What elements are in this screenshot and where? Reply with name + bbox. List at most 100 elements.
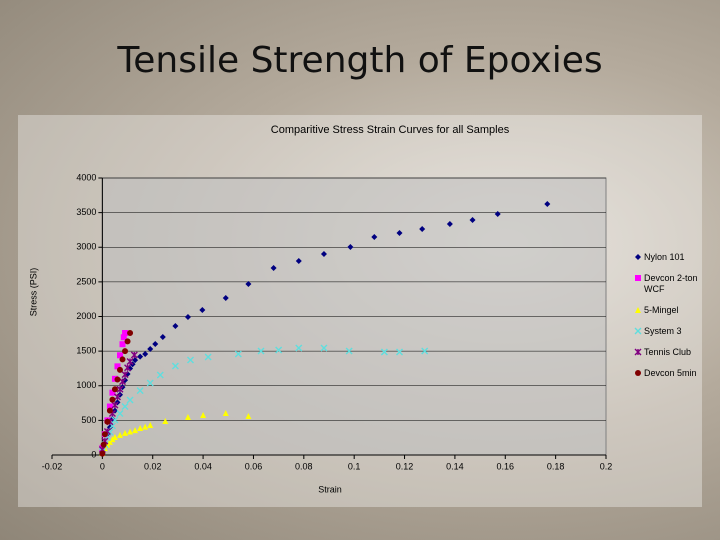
data-point bbox=[147, 346, 154, 353]
data-point bbox=[106, 403, 113, 410]
data-point bbox=[136, 387, 144, 395]
data-point bbox=[142, 423, 149, 430]
x-tick-label: 0.06 bbox=[245, 461, 263, 471]
data-point bbox=[124, 364, 132, 372]
data-point bbox=[345, 347, 353, 355]
data-point bbox=[396, 348, 404, 356]
legend-symbol bbox=[634, 327, 642, 335]
data-point bbox=[142, 351, 149, 358]
data-point bbox=[371, 234, 378, 241]
data-point bbox=[184, 413, 191, 420]
y-tick-label: 1500 bbox=[76, 346, 96, 356]
data-point bbox=[122, 348, 129, 355]
data-point bbox=[275, 346, 283, 354]
legend: Nylon 101 Devcon 2-ton WCF 5-Mingel System … bbox=[634, 252, 712, 389]
data-point bbox=[121, 403, 129, 411]
data-point bbox=[124, 338, 131, 345]
y-tick-label: 0 bbox=[91, 449, 96, 459]
data-point bbox=[159, 333, 166, 340]
data-point bbox=[156, 371, 164, 379]
data-point bbox=[109, 396, 116, 403]
x-tick-label: 0.2 bbox=[600, 461, 613, 471]
data-point bbox=[544, 200, 551, 207]
data-point bbox=[494, 211, 501, 218]
legend-label: 5-Mingel bbox=[644, 305, 679, 315]
data-point bbox=[99, 450, 106, 457]
chart-title: Comparitive Stress Strain Curves for all… bbox=[271, 124, 510, 136]
data-point bbox=[257, 347, 265, 355]
x-tick-label: -0.02 bbox=[42, 461, 63, 471]
data-point bbox=[116, 431, 123, 438]
data-point bbox=[122, 329, 129, 336]
data-point bbox=[127, 365, 134, 372]
data-point bbox=[116, 366, 123, 373]
y-tick-label: 500 bbox=[81, 415, 96, 425]
legend-symbol bbox=[635, 370, 641, 376]
legend-marker bbox=[635, 307, 641, 313]
data-point bbox=[111, 386, 118, 393]
data-point bbox=[116, 385, 124, 393]
y-tick-label: 3000 bbox=[76, 242, 96, 252]
x-tick-label: 0.16 bbox=[497, 461, 515, 471]
legend-entry: Devcon 2-ton WCF bbox=[634, 273, 712, 295]
y-tick-label: 1000 bbox=[76, 380, 96, 390]
data-point bbox=[204, 353, 212, 361]
data-point bbox=[106, 407, 113, 414]
legend-label: Devcon 5min bbox=[644, 368, 697, 378]
x-tick-label: 0.18 bbox=[547, 461, 565, 471]
data-point bbox=[132, 427, 139, 434]
legend-symbol bbox=[635, 307, 641, 313]
data-point bbox=[111, 416, 119, 424]
plot: 0 500 1000 1500 2000 2500 3000 3500 4000 -0.02 0 0.… bbox=[42, 172, 613, 471]
data-point bbox=[187, 356, 194, 364]
legend-symbol bbox=[634, 348, 642, 356]
legend-marker bbox=[634, 327, 642, 335]
data-point bbox=[162, 417, 169, 424]
data-point bbox=[295, 344, 303, 352]
y-tick-label: 3500 bbox=[76, 207, 96, 217]
legend-entry: 5-Mingel bbox=[634, 305, 712, 316]
x-tick-label: 0.14 bbox=[446, 461, 464, 471]
legend-marker bbox=[635, 275, 641, 281]
x-tick-label: 0.1 bbox=[348, 461, 361, 471]
data-point bbox=[295, 258, 302, 265]
legend-entry: Tennis Club bbox=[634, 347, 712, 358]
data-point bbox=[199, 306, 206, 313]
data-point bbox=[184, 313, 191, 320]
y-tick-label: 4000 bbox=[76, 172, 96, 182]
data-point bbox=[121, 371, 129, 379]
data-point bbox=[126, 396, 134, 404]
data-point bbox=[380, 348, 388, 356]
data-point bbox=[127, 329, 134, 336]
data-point bbox=[270, 265, 277, 272]
y-axis-label: Stress (PSI) bbox=[28, 268, 38, 317]
data-point bbox=[104, 418, 111, 425]
data-point bbox=[245, 281, 252, 288]
data-point bbox=[137, 353, 144, 360]
data-point bbox=[100, 441, 107, 448]
data-point bbox=[421, 347, 429, 355]
data-point bbox=[320, 251, 327, 258]
data-point bbox=[119, 341, 126, 348]
x-axis-label: Strain bbox=[318, 484, 342, 494]
x-tick-label: 0 bbox=[100, 461, 105, 471]
data-point bbox=[469, 216, 476, 223]
legend-marker bbox=[635, 370, 641, 376]
legend-label: Devcon 2-ton WCF bbox=[644, 273, 698, 294]
data-point bbox=[320, 344, 328, 352]
data-point bbox=[234, 350, 242, 358]
data-point bbox=[101, 431, 108, 438]
data-point bbox=[119, 356, 126, 363]
data-point bbox=[245, 413, 252, 420]
data-point bbox=[130, 351, 138, 359]
data-point bbox=[146, 379, 154, 387]
data-point bbox=[132, 357, 139, 364]
data-point bbox=[172, 322, 179, 329]
slide-title: Tensile Strength of Epoxies bbox=[117, 40, 603, 81]
data-point bbox=[111, 433, 118, 440]
y-tick-label: 2000 bbox=[76, 311, 96, 321]
data-point bbox=[111, 401, 119, 409]
x-tick-label: 0.04 bbox=[194, 461, 212, 471]
